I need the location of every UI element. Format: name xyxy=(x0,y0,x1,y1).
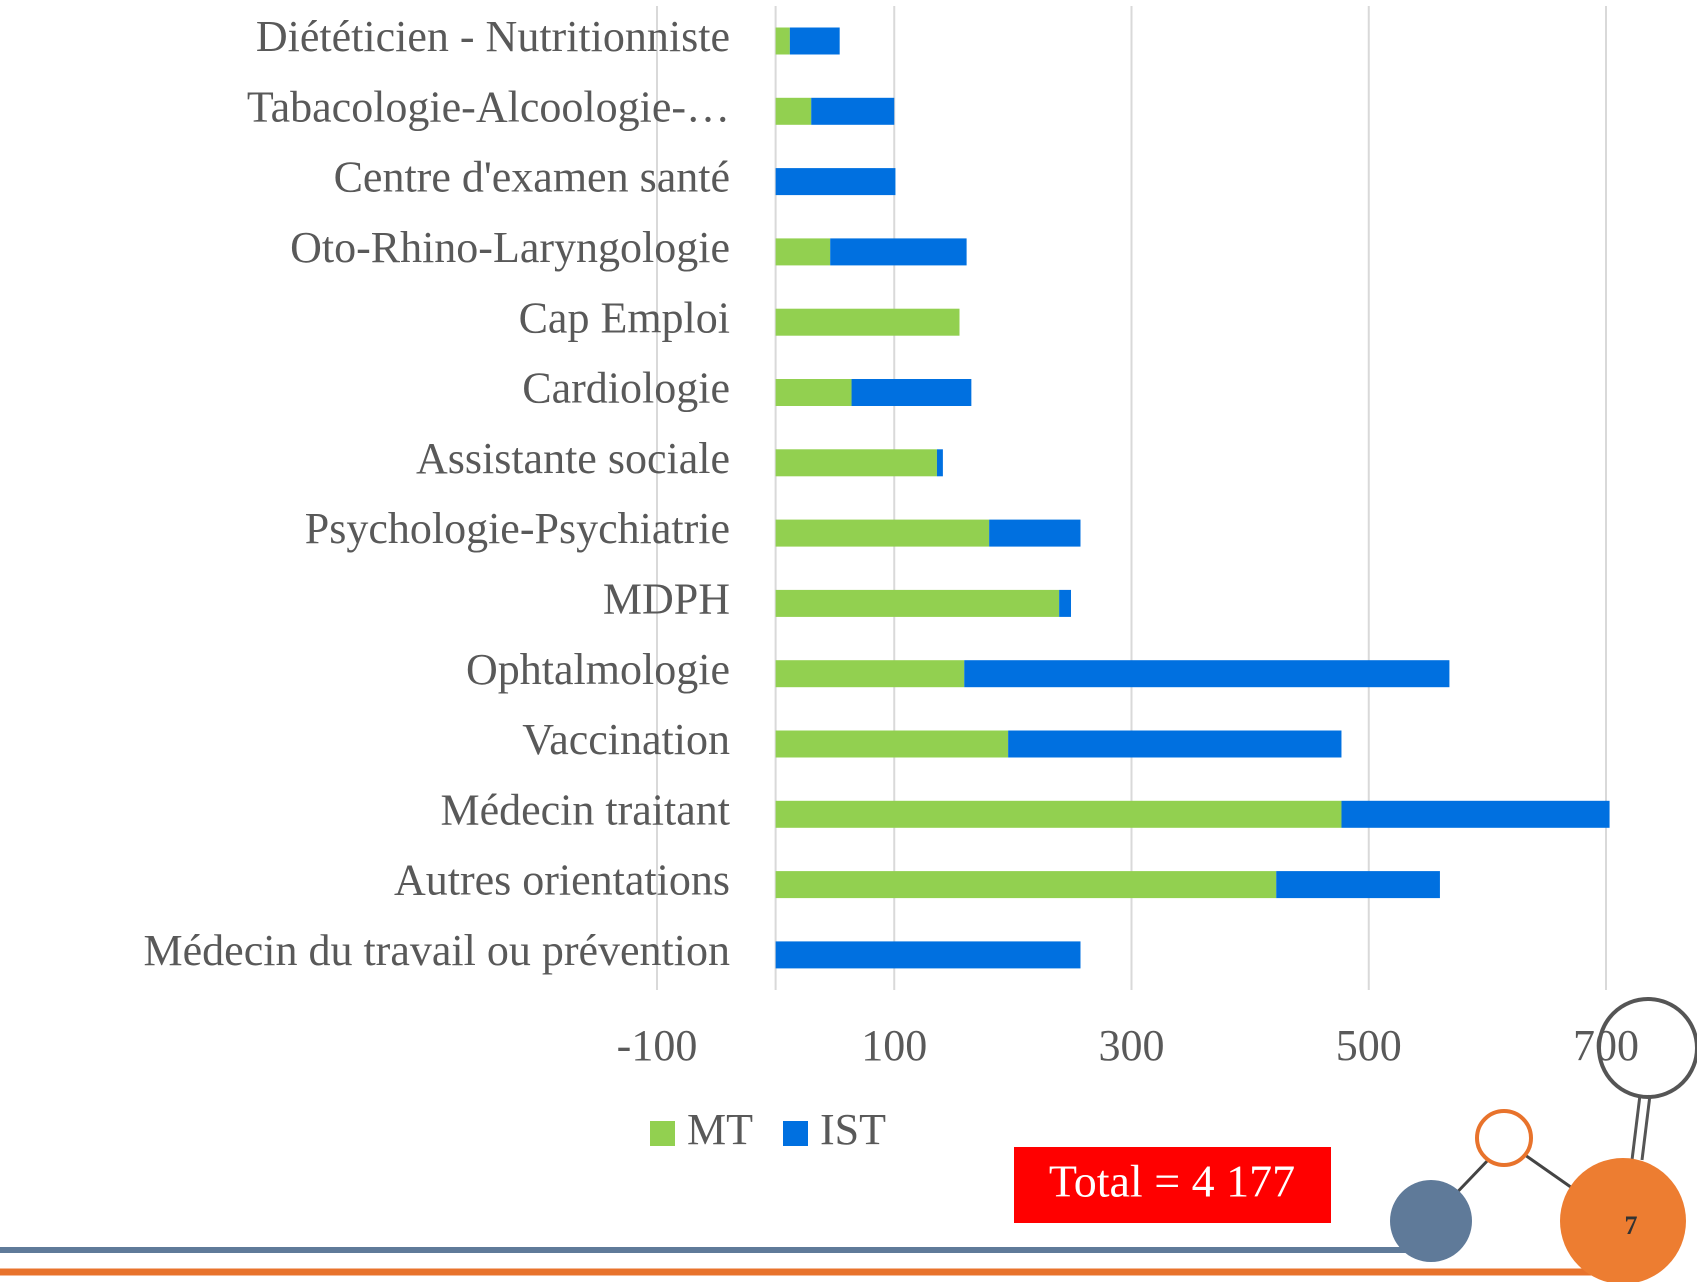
bar-segment xyxy=(775,308,960,336)
legend-swatch xyxy=(650,1121,675,1146)
y-tick-label: Ophtalmologie xyxy=(466,645,730,694)
y-tick-label: MDPH xyxy=(603,574,730,623)
deco-circle xyxy=(1560,1158,1686,1282)
bar-segment xyxy=(775,238,831,266)
bar-segment xyxy=(811,97,895,125)
bar-segment xyxy=(936,449,943,477)
x-tick-label: 700 xyxy=(1573,1021,1639,1070)
bar-segment xyxy=(775,660,965,688)
bar-segment xyxy=(775,800,1342,828)
bar-segment xyxy=(851,379,972,406)
bar-segment xyxy=(775,27,790,55)
deco-circle xyxy=(1390,1180,1472,1262)
y-tick-label: Oto-Rhino-Laryngologie xyxy=(290,223,730,272)
deco-circle xyxy=(1597,997,1697,1099)
page-number: 7 xyxy=(1625,1211,1638,1240)
x-tick-label: 300 xyxy=(1099,1021,1165,1070)
y-tick-label: Centre d'examen santé xyxy=(334,153,730,202)
bar-segment xyxy=(1059,589,1072,617)
legend-label: IST xyxy=(820,1105,886,1154)
total-box xyxy=(1014,1147,1331,1223)
y-tick-label: Cardiologie xyxy=(522,364,730,413)
bar-segment xyxy=(1276,871,1440,899)
legend-label: MT xyxy=(687,1105,753,1154)
y-tick-label: Diététicien - Nutritionniste xyxy=(256,12,730,61)
connector xyxy=(1524,1153,1576,1192)
bar-segment xyxy=(989,519,1081,547)
bar-segment xyxy=(789,27,840,55)
bar-segment xyxy=(775,379,852,406)
bar-segment xyxy=(830,238,967,266)
bar-segment xyxy=(775,730,1009,758)
legend-swatch xyxy=(783,1121,808,1146)
y-tick-label: Assistante sociale xyxy=(416,434,730,483)
bar-segment xyxy=(775,519,990,547)
x-tick-label: 100 xyxy=(861,1021,927,1070)
deco-circle xyxy=(1475,1109,1533,1167)
bar-segment xyxy=(775,449,937,477)
bar-segment xyxy=(775,97,812,125)
x-tick-label: 500 xyxy=(1336,1021,1402,1070)
bar-segment xyxy=(775,871,1277,899)
total-annotation: Total = 4 177 xyxy=(1049,1156,1295,1207)
y-tick-label: Tabacologie-Alcoologie-… xyxy=(247,82,730,131)
bar-segment xyxy=(964,660,1450,688)
y-tick-label: Médecin du travail ou prévention xyxy=(144,926,730,975)
y-tick-label: Vaccination xyxy=(522,715,730,764)
x-tick-label: -100 xyxy=(617,1021,698,1070)
bar-segment xyxy=(775,941,1081,969)
bar-segment xyxy=(775,168,896,196)
bar-segment xyxy=(1008,730,1342,758)
y-tick-label: Psychologie-Psychiatrie xyxy=(305,504,730,553)
bar-segment xyxy=(1341,800,1610,828)
y-tick-label: Autres orientations xyxy=(394,856,730,905)
y-tick-label: Médecin traitant xyxy=(440,785,730,834)
y-tick-label: Cap Emploi xyxy=(519,293,730,342)
connector xyxy=(1630,1094,1642,1161)
bar-segment xyxy=(775,589,1060,617)
connector xyxy=(1640,1094,1652,1161)
